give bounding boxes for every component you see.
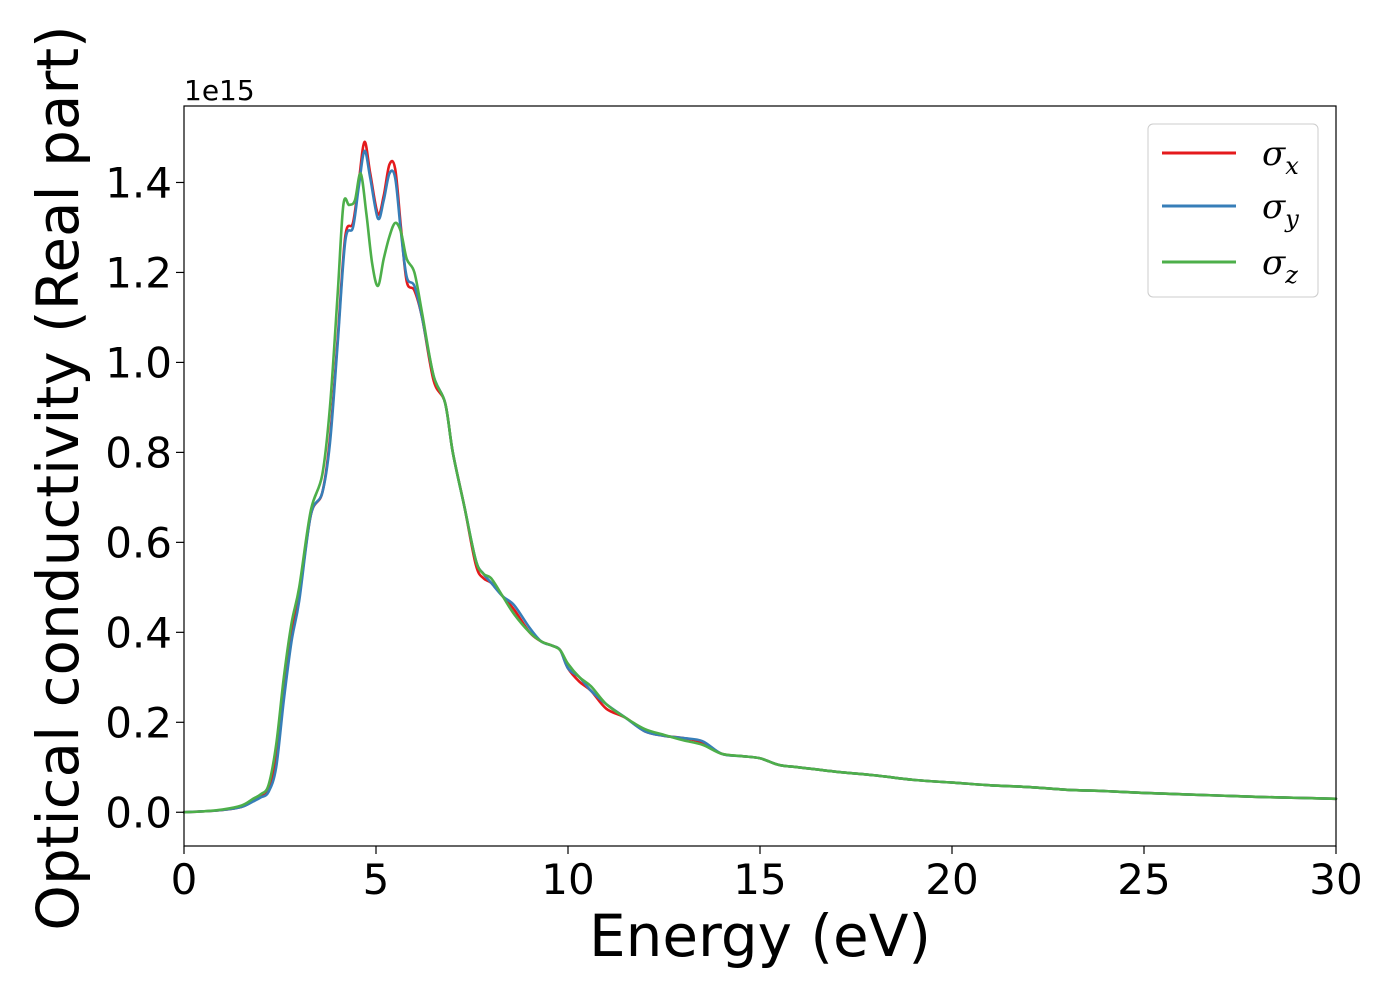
legend-label-sigma-y: σy bbox=[1262, 187, 1299, 233]
y-tick-label: 0.6 bbox=[105, 518, 172, 567]
y-offset-label: 1e15 bbox=[184, 74, 255, 107]
x-tick-label: 20 bbox=[925, 855, 978, 904]
y-axis-title: Optical conductivity (Real part) bbox=[24, 25, 92, 930]
x-tick-label: 30 bbox=[1309, 855, 1362, 904]
x-tick-label: 25 bbox=[1117, 855, 1170, 904]
y-tick-label: 0.8 bbox=[105, 428, 172, 477]
y-axis-ticks: 0.0 0.2 0.4 0.6 0.8 1.0 1.2 1.4 bbox=[105, 158, 184, 837]
series-line-sigma-z bbox=[182, 172, 1338, 814]
x-tick-label: 10 bbox=[541, 855, 594, 904]
legend-label-sigma-x: σx bbox=[1262, 134, 1299, 180]
legend-box bbox=[1147, 123, 1319, 298]
legend-label-sigma-z: σz bbox=[1262, 243, 1298, 289]
x-tick-label: 0 bbox=[171, 855, 198, 904]
x-tick-label: 5 bbox=[363, 855, 390, 904]
y-tick-label: 0.4 bbox=[105, 608, 172, 657]
x-tick-label: 15 bbox=[733, 855, 786, 904]
x-axis-title: Energy (eV) bbox=[589, 902, 931, 970]
y-tick-label: 0.2 bbox=[105, 698, 172, 747]
y-tick-label: 1.2 bbox=[105, 248, 172, 297]
legend: σx σy σz bbox=[1147, 123, 1319, 298]
plot-lines bbox=[182, 140, 1338, 814]
y-tick-label: 1.0 bbox=[105, 338, 172, 387]
x-axis-ticks: 0 5 10 15 20 25 30 bbox=[171, 846, 1363, 904]
y-tick-label: 1.4 bbox=[105, 158, 172, 207]
y-tick-label: 0.0 bbox=[105, 788, 172, 837]
